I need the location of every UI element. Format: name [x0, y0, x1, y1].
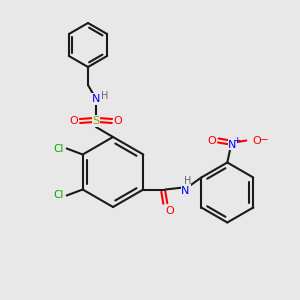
- Text: Cl: Cl: [53, 143, 64, 154]
- Text: O: O: [165, 206, 174, 217]
- Text: S: S: [92, 116, 100, 126]
- Text: O: O: [70, 116, 78, 126]
- Text: O: O: [252, 136, 261, 146]
- Text: O: O: [207, 136, 216, 146]
- Text: Cl: Cl: [53, 190, 64, 200]
- Text: N: N: [181, 185, 190, 196]
- Text: N: N: [92, 94, 100, 104]
- Text: O: O: [114, 116, 122, 126]
- Text: +: +: [234, 136, 241, 145]
- Text: H: H: [184, 176, 191, 187]
- Text: H: H: [101, 91, 109, 101]
- Text: −: −: [260, 136, 269, 146]
- Text: N: N: [228, 140, 236, 149]
